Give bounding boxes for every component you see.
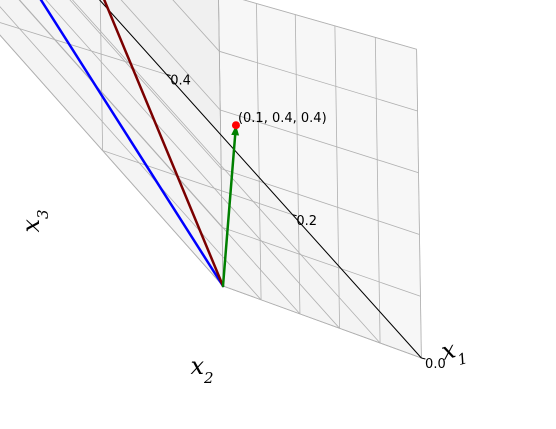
grid-line-x2 bbox=[416, 49, 422, 359]
vectors: (0.4, 0.1, 0.3)(0.5, 0.5, 0.7)(0.1, 0.4,… bbox=[39, 0, 327, 288]
grid-line-x2 bbox=[334, 25, 340, 329]
vector-3 bbox=[221, 123, 238, 288]
grid-line-x2 bbox=[256, 3, 262, 300]
grid-line-x3 bbox=[219, 50, 418, 112]
grid-line-x2 bbox=[45, 0, 340, 329]
grid-line-x3 bbox=[18, 0, 223, 228]
point-marker bbox=[231, 121, 240, 130]
point-label: (0.1, 0.4, 0.4) bbox=[238, 111, 327, 126]
vector-3-arrowhead bbox=[231, 125, 240, 136]
grid-line-x2 bbox=[294, 14, 301, 314]
x1-axis-line bbox=[99, 0, 422, 359]
grid-line-x1 bbox=[102, 150, 293, 216]
grid-line-x2 bbox=[218, 0, 224, 287]
grid-line-x3 bbox=[69, 0, 222, 169]
grid-line-x2 bbox=[19, 0, 301, 315]
grid-line-x3 bbox=[220, 109, 419, 174]
vector-1 bbox=[39, 0, 225, 288]
grid-lines bbox=[0, 0, 422, 359]
x1-tick-mark bbox=[421, 357, 426, 360]
x1-tick-label: 0.4 bbox=[170, 73, 191, 88]
axis-spines bbox=[99, 0, 426, 360]
axis-panes bbox=[0, 0, 422, 359]
grid-line-x2 bbox=[374, 37, 381, 344]
x1-tick-mark bbox=[292, 214, 297, 217]
grid-line-x3 bbox=[0, 34, 224, 287]
x1-tick-label: 0.0 bbox=[425, 357, 446, 372]
grid-line-x3 bbox=[242, 0, 417, 50]
grid-line-x3 bbox=[221, 168, 420, 235]
tick-labels: 0.00.20.40.60.81.00.00.20.40.60.81.00.00… bbox=[170, 73, 446, 372]
vector-2 bbox=[102, 0, 225, 288]
grid-line-x3 bbox=[221, 226, 421, 297]
x2-axis-label: x2 bbox=[190, 352, 213, 387]
x3-axis-label: x3 bbox=[17, 209, 52, 232]
grid-line-x1 bbox=[0, 22, 167, 75]
x1-tick-mark bbox=[166, 73, 171, 76]
grid-line-x1 bbox=[99, 0, 104, 151]
grid-line-x3 bbox=[222, 285, 422, 359]
grid-line-x2 bbox=[71, 0, 381, 344]
x1-tick-label: 0.2 bbox=[296, 214, 317, 229]
grid-line-x3 bbox=[120, 0, 221, 111]
